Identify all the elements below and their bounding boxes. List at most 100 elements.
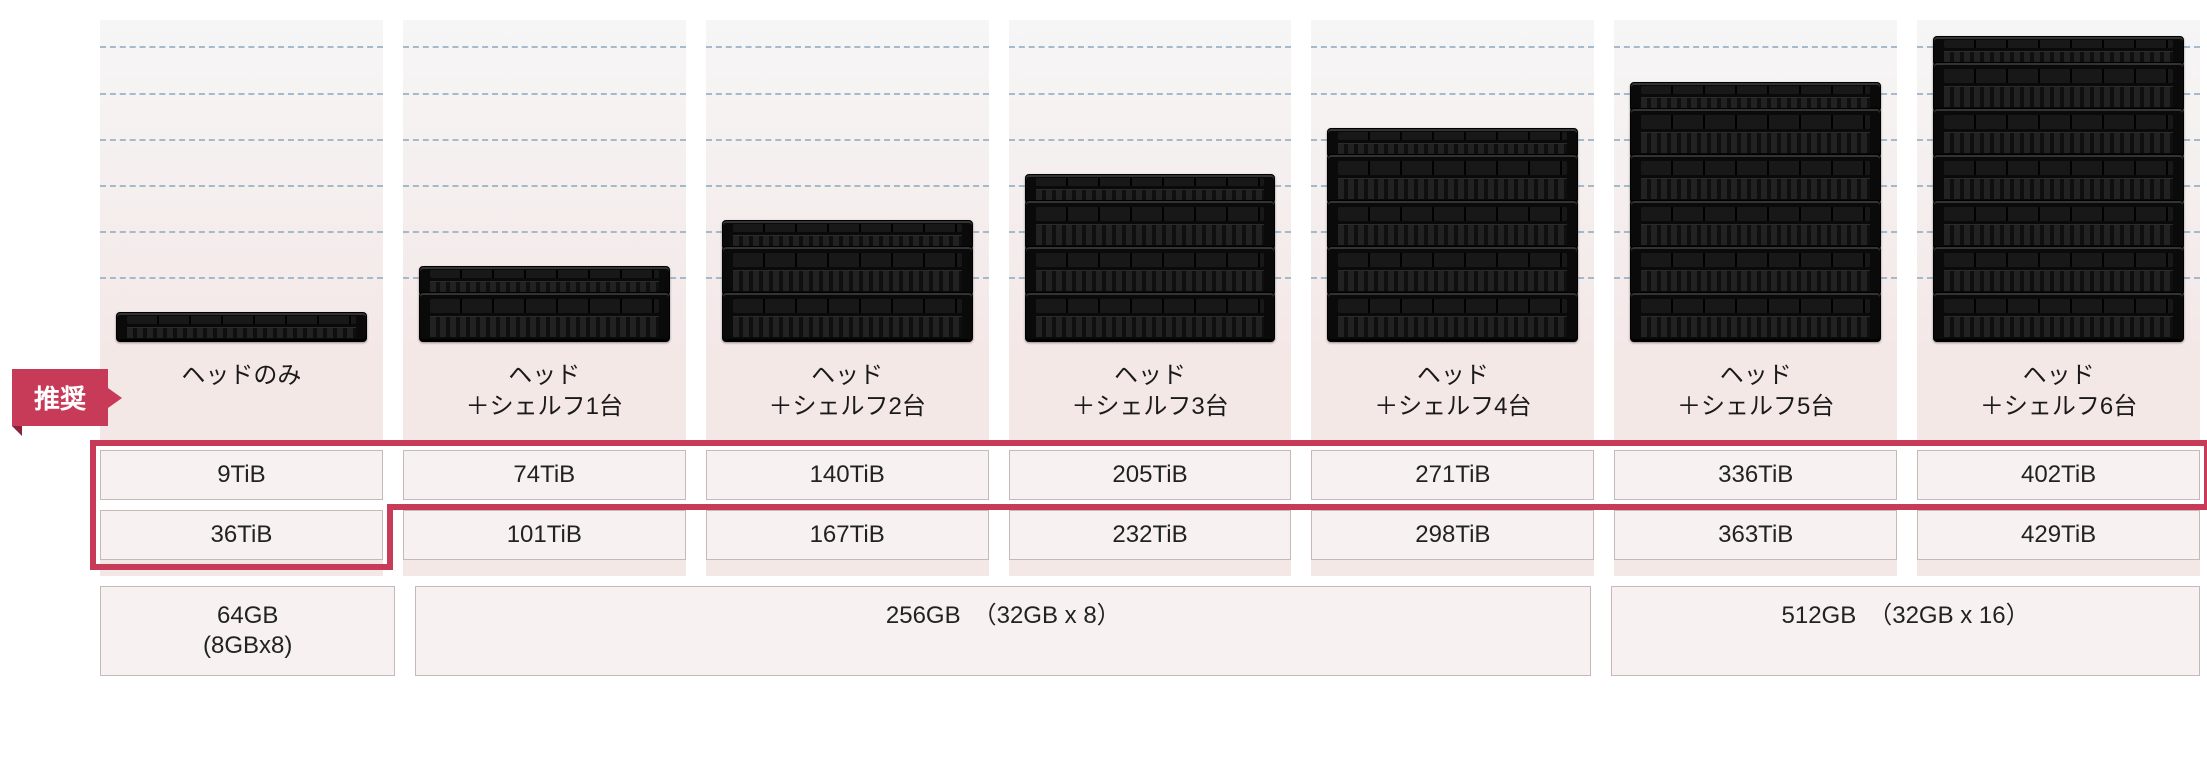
memory-line1: 512GB （32GB x 16） [1612,601,2199,631]
config-label: ヘッド＋シェルフ3台 [1009,350,1292,440]
unit-stack [722,224,973,342]
gridline [1009,139,1292,141]
shelf-unit [1630,246,1881,296]
shelf-unit [1327,154,1578,204]
unit-stack [116,316,367,342]
config-label-line2: ＋シェルフ3台 [1013,391,1288,422]
config-label: ヘッド＋シェルフ1台 [403,350,686,440]
memory-line2: (8GBx8) [101,631,394,661]
capacity-row1-cell: 336TiB [1614,450,1897,500]
shelf-unit [1933,200,2184,250]
head-unit [116,312,367,342]
gridline [706,46,989,48]
shelf-unit [1327,292,1578,342]
memory-row: 64GB(8GBx8) 256GB （32GB x 8） 512GB （32GB x… [100,586,2200,676]
unit-stack [419,270,670,342]
config-column: ヘッド＋シェルフ1台 74TiB 101TiB [403,20,686,576]
shelf-unit [722,246,973,296]
gridline [403,46,686,48]
config-label: ヘッド＋シェルフ4台 [1311,350,1594,440]
memory-line1: 64GB [101,601,394,631]
shelf-unit [1933,154,2184,204]
gridline [403,231,686,233]
config-label-line1: ヘッド [1013,360,1288,391]
config-label: ヘッド＋シェルフ5台 [1614,350,1897,440]
memory-cell: 64GB(8GBx8) [100,586,395,676]
capacity-row1-cell: 271TiB [1311,450,1594,500]
config-label: ヘッド＋シェルフ6台 [1917,350,2200,440]
capacity-row2-cell: 36TiB [100,510,383,560]
config-column: ヘッド＋シェルフ4台 271TiB 298TiB [1311,20,1594,576]
unit-stack [1630,86,1881,342]
config-label-line2: ＋シェルフ5台 [1618,391,1893,422]
gridline [1009,93,1292,95]
config-columns: ヘッドのみ 9TiB36TiBヘッド＋シェルフ1台74TiB101TiBヘッド＋… [100,20,2200,576]
recommended-badge: 推奨 [12,369,108,426]
gridline [100,185,383,187]
config-label-line2: ＋シェルフ1台 [407,391,682,422]
memory-cell: 512GB （32GB x 16） [1611,586,2200,676]
shelf-unit [1327,200,1578,250]
shelf-unit [1630,154,1881,204]
recommended-outline-segment [90,440,96,570]
server-stack-zone [1917,20,2200,350]
gridline [1311,93,1594,95]
capacity-row1-cell: 205TiB [1009,450,1292,500]
column-spacer [1009,560,1292,576]
config-label-line1: ヘッド [1921,360,2196,391]
config-label-line1: ヘッド [1618,360,1893,391]
shelf-unit [1630,292,1881,342]
shelf-unit [1933,246,2184,296]
config-label-line1: ヘッド [407,360,682,391]
config-label: ヘッド＋シェルフ2台 [706,350,989,440]
config-label-line2: ＋シェルフ4台 [1315,391,1590,422]
config-label-line1: ヘッド [710,360,985,391]
gridline [403,93,686,95]
server-stack-zone [1614,20,1897,350]
server-stack-zone [403,20,686,350]
gridline [1614,46,1897,48]
config-label-line1: ヘッド [1315,360,1590,391]
column-spacer [1311,560,1594,576]
server-stack-zone [706,20,989,350]
capacity-row1-cell: 402TiB [1917,450,2200,500]
capacity-row1-cell: 9TiB [100,450,383,500]
gridline [1009,46,1292,48]
capacity-row2-cell: 232TiB [1009,510,1292,560]
server-stack-zone [1009,20,1292,350]
capacity-row2-cell: 298TiB [1311,510,1594,560]
gridline [100,139,383,141]
unit-stack [1025,178,1276,342]
config-column: ヘッド＋シェルフ3台 205TiB 232TiB [1009,20,1292,576]
memory-cell: 256GB （32GB x 8） [415,586,1591,676]
config-label-line1: ヘッドのみ [104,360,379,391]
config-column: ヘッド＋シェルフ6台 402TiB 429TiB [1917,20,2200,576]
gridline [706,185,989,187]
capacity-row2-cell: 429TiB [1917,510,2200,560]
gridline [403,185,686,187]
gridline [1311,46,1594,48]
capacity-row2-cell: 101TiB [403,510,686,560]
gridline [100,231,383,233]
config-column: ヘッド＋シェルフ2台140TiB167TiB [706,20,989,576]
gridline [706,93,989,95]
gridline [100,277,383,279]
gridline [706,139,989,141]
capacity-row1-cell: 140TiB [706,450,989,500]
config-label: ヘッドのみ [100,350,383,440]
memory-line1: 256GB （32GB x 8） [416,601,1590,631]
column-spacer [1614,560,1897,576]
shelf-unit [1933,108,2184,158]
unit-stack [1327,132,1578,342]
server-stack-zone [1311,20,1594,350]
column-spacer [100,560,383,576]
shelf-unit [722,292,973,342]
column-spacer [1917,560,2200,576]
capacity-row1-cell: 74TiB [403,450,686,500]
shelf-unit [1025,246,1276,296]
capacity-row2-cell: 363TiB [1614,510,1897,560]
gridline [100,93,383,95]
shelf-unit [1327,246,1578,296]
config-label-line2: ＋シェルフ6台 [1921,391,2196,422]
shelf-unit [1933,292,2184,342]
